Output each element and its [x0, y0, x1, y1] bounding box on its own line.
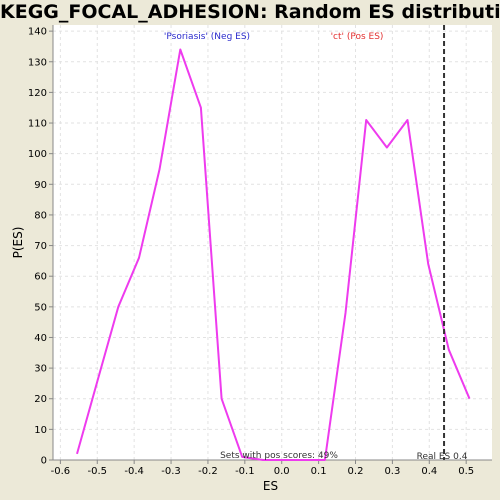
- y-tick-label: 130: [28, 57, 47, 68]
- es-distribution-line: [76, 48, 471, 461]
- y-tick-label: 0: [41, 456, 47, 467]
- x-tick-label: 0.1: [311, 466, 327, 477]
- x-tick-label: 0.5: [458, 466, 474, 477]
- x-tick-label: 0.4: [421, 466, 437, 477]
- x-tick-label: 0.0: [274, 466, 290, 477]
- y-tick-label: 90: [34, 180, 47, 191]
- y-tick-label: 30: [34, 364, 47, 375]
- plot-area: [53, 25, 492, 460]
- y-tick-label: 60: [34, 272, 47, 283]
- x-tick-label: 0.3: [384, 466, 400, 477]
- y-tick-label: 100: [28, 149, 47, 160]
- pos-es-label: 'ct' (Pos ES): [331, 32, 384, 42]
- chart-title: KEGG_FOCAL_ADHESION: Random ES distribut…: [0, 1, 500, 23]
- x-tick-label: -0.5: [88, 466, 108, 477]
- y-tick-label: 120: [28, 88, 47, 99]
- y-tick-label: 40: [34, 333, 47, 344]
- x-tick-label: 0.2: [348, 466, 364, 477]
- x-tick-label: -0.4: [124, 466, 144, 477]
- real-es-label: Real ES 0.4: [417, 452, 468, 462]
- x-axis-label: ES: [263, 479, 278, 493]
- y-tick-label: 80: [34, 210, 47, 221]
- y-tick-label: 110: [28, 119, 47, 130]
- x-tick-label: -0.6: [51, 466, 71, 477]
- y-tick-label: 70: [34, 241, 47, 252]
- x-tick-label: -0.2: [198, 466, 218, 477]
- series-layer: [76, 48, 471, 461]
- y-tick-label: 10: [34, 425, 47, 436]
- y-tick-label: 20: [34, 394, 47, 405]
- y-tick-label: 140: [28, 27, 47, 38]
- annotations: Real ES 0.4 'Psoriasis' (Neg ES) 'ct' (Pos…: [164, 25, 468, 462]
- x-tick-label: -0.1: [235, 466, 255, 477]
- neg-es-label: 'Psoriasis' (Neg ES): [164, 32, 250, 42]
- y-tick-label: 50: [34, 302, 47, 313]
- y-axis-label: P(ES): [11, 227, 25, 259]
- pos-scores-label: Sets with pos scores: 49%: [220, 451, 338, 461]
- ticks: -0.6 -0.5 -0.4 -0.3 -0.2 -0.1 0.0 0.1 0.2 0.3 0.4 0…: [28, 27, 474, 477]
- x-tick-label: -0.3: [161, 466, 181, 477]
